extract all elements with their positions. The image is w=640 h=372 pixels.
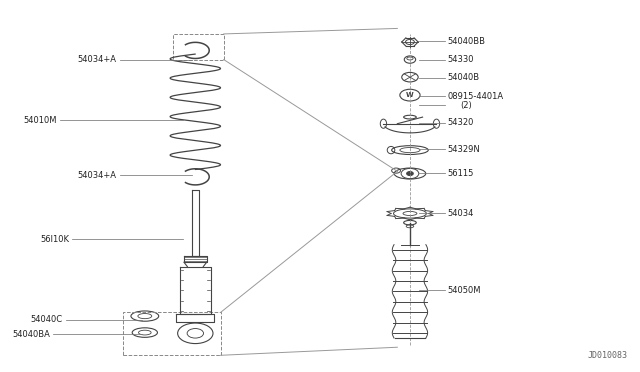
Text: (2): (2) (460, 101, 472, 110)
Text: 54040BA: 54040BA (12, 330, 50, 339)
Text: 54329N: 54329N (448, 145, 481, 154)
Text: 54034+A: 54034+A (77, 55, 116, 64)
Circle shape (407, 172, 413, 175)
Text: 08915-4401A: 08915-4401A (448, 92, 504, 101)
Text: W: W (406, 92, 414, 98)
Text: 54040C: 54040C (31, 315, 63, 324)
Text: JD010083: JD010083 (588, 351, 628, 360)
Text: 56115: 56115 (448, 169, 474, 178)
Text: 54040B: 54040B (448, 73, 480, 83)
Text: 54034+A: 54034+A (77, 170, 116, 180)
Text: 54040BB: 54040BB (448, 37, 486, 46)
Text: 54010M: 54010M (23, 116, 56, 125)
Text: 54050M: 54050M (448, 286, 481, 295)
Text: 54034: 54034 (448, 209, 474, 218)
Text: 54320: 54320 (448, 118, 474, 128)
Text: 54330: 54330 (448, 55, 474, 64)
Text: 56l10K: 56l10K (40, 235, 69, 244)
